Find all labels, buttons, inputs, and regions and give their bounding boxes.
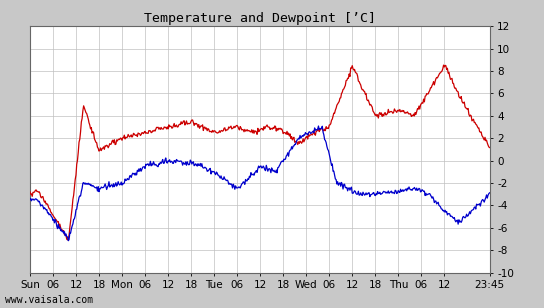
Text: www.vaisala.com: www.vaisala.com [5,295,94,305]
Title: Temperature and Dewpoint [’C]: Temperature and Dewpoint [’C] [144,12,376,25]
